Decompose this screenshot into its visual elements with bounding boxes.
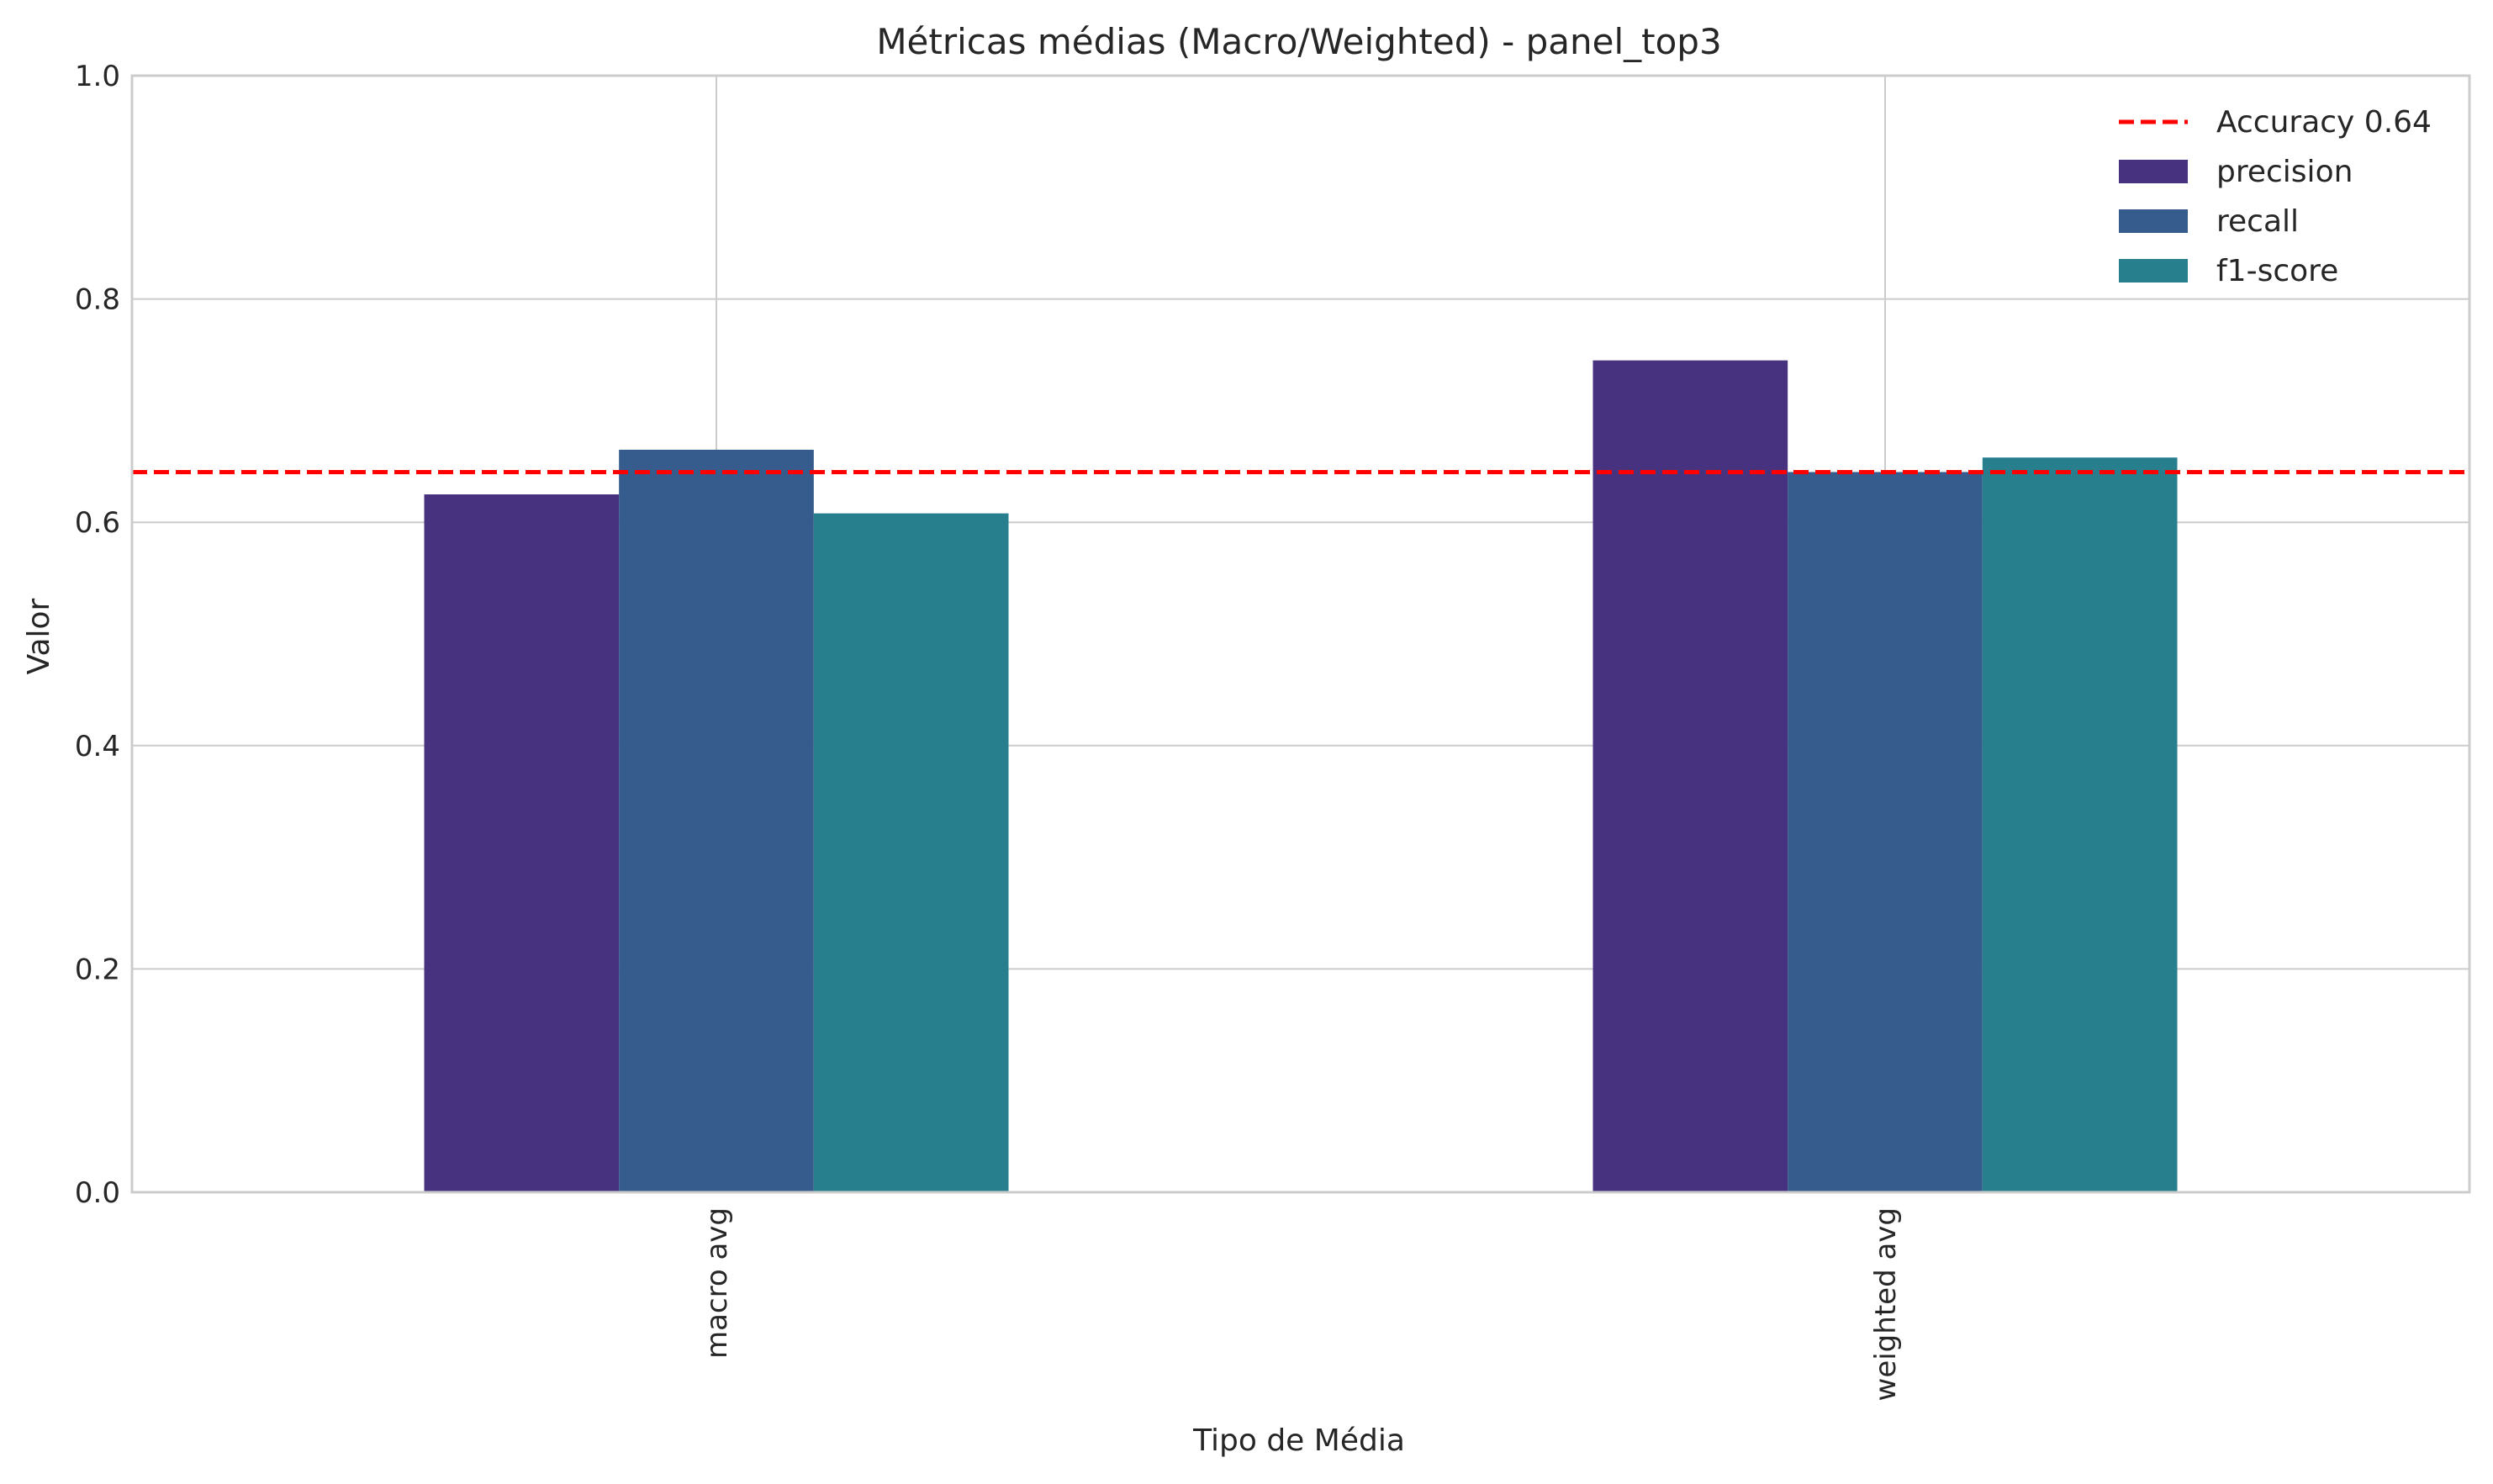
x-tick-label: macro avg <box>700 1207 734 1359</box>
bar-recall-weighted-avg <box>1788 472 1983 1192</box>
legend: Accuracy 0.64 precision recall f1-score <box>2119 105 2432 288</box>
y-axis-label: Valor <box>22 598 56 674</box>
y-tick-label: 1.0 <box>75 60 120 93</box>
y-tick-label: 0.0 <box>75 1176 120 1210</box>
legend-swatch-precision <box>2119 160 2188 183</box>
y-tick-label: 0.6 <box>75 506 120 540</box>
chart-title: Métricas médias (Macro/Weighted) - panel… <box>876 21 1721 62</box>
y-tick-labels: 0.0 0.2 0.4 0.6 0.8 1.0 <box>75 60 120 1210</box>
legend-label-accuracy: Accuracy 0.64 <box>2216 105 2432 140</box>
bar-recall-macro-avg <box>619 449 814 1192</box>
y-tick-label: 0.4 <box>75 730 120 763</box>
x-tick-labels: macro avg weighted avg <box>700 1207 1903 1401</box>
bar-precision-weighted-avg <box>1592 360 1788 1192</box>
legend-swatch-f1-score <box>2119 259 2188 283</box>
bar-f1-score-macro-avg <box>813 513 1009 1192</box>
legend-swatch-recall <box>2119 209 2188 233</box>
legend-label-recall: recall <box>2216 204 2299 239</box>
legend-label-precision: precision <box>2216 155 2353 189</box>
legend-label-f1-score: f1-score <box>2216 254 2338 288</box>
x-tick-label: weighted avg <box>1869 1207 1903 1401</box>
bar-precision-macro-avg <box>424 494 620 1192</box>
y-tick-label: 0.2 <box>75 953 120 986</box>
x-axis-label: Tipo de Média <box>1192 1423 1405 1458</box>
plot-frame <box>130 74 2471 1194</box>
y-tick-label: 0.8 <box>75 283 120 317</box>
bars-layer <box>424 360 2178 1192</box>
bar-f1-score-weighted-avg <box>1982 457 2178 1192</box>
